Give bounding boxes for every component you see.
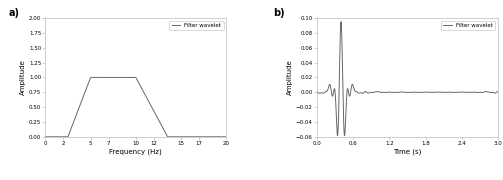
Line: Filter wavelet: Filter wavelet [45,77,226,137]
Legend: Filter wavelet: Filter wavelet [441,21,495,30]
Filter wavelet [209,136,215,138]
Filter wavelet [391,91,397,93]
X-axis label: Time (s): Time (s) [393,149,422,155]
Filter wavelet [88,76,94,78]
Filter wavelet [174,136,180,138]
Filter wavelet [334,134,341,137]
Filter wavelet [128,76,134,78]
X-axis label: Frequency (Hz): Frequency (Hz) [110,149,162,155]
Y-axis label: Amplitude: Amplitude [20,60,26,95]
Filter wavelet [395,91,401,93]
Filter wavelet [118,76,124,78]
Filter wavelet [336,121,342,123]
Filter wavelet [328,87,334,90]
Filter wavelet [218,136,224,138]
Filter wavelet [120,76,126,78]
Filter wavelet [417,91,423,93]
Text: a): a) [9,8,20,19]
Filter wavelet [42,136,48,138]
Line: Filter wavelet: Filter wavelet [317,22,498,136]
Filter wavelet [495,90,501,93]
Filter wavelet [398,91,404,93]
Filter wavelet [314,90,320,93]
Filter wavelet [338,21,344,23]
Text: b): b) [274,8,285,19]
Y-axis label: Amplitude: Amplitude [287,60,293,95]
Filter wavelet [223,136,229,138]
Legend: Filter wavelet: Filter wavelet [170,21,223,30]
